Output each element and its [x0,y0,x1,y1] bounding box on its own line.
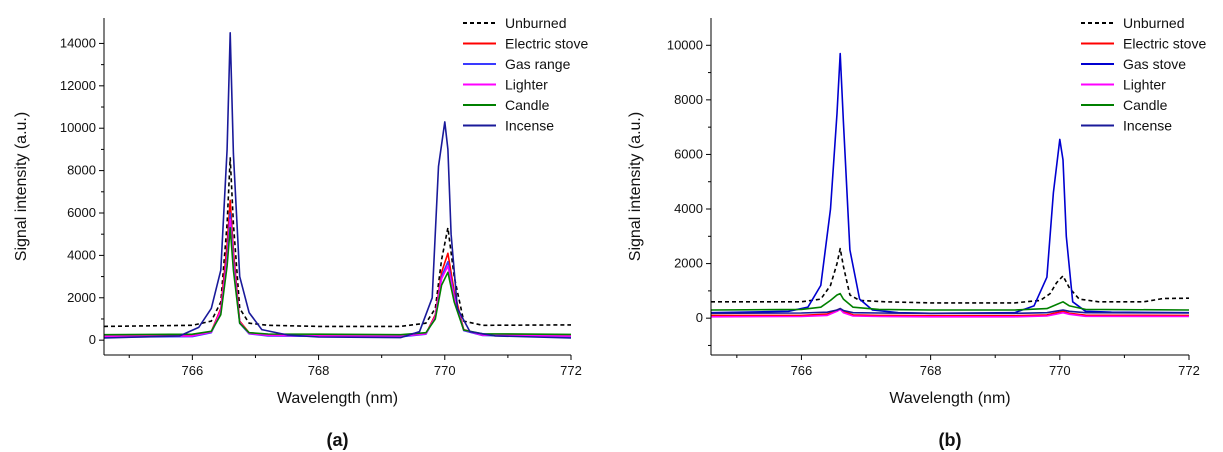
chart-a-x-tick-label: 766 [181,363,203,378]
chart-b-y-axis-title: Signal intensity (a.u.) [627,112,644,261]
chart-b-x-tick-label: 772 [1178,363,1200,378]
chart-a-y-tick-label: 6000 [67,205,96,220]
chart-b-panel-label: (b) [939,430,962,450]
chart-a-series-electric-stove [104,199,571,338]
chart-b-x-tick-label: 770 [1049,363,1071,378]
chart-a-y-tick-label: 0 [89,332,96,347]
chart-a-y-tick-label: 4000 [67,247,96,262]
chart-a-x-tick-label: 768 [308,363,330,378]
chart-b-x-axis-title: Wavelength (nm) [889,390,1010,407]
chart-b-legend-label-electric-stove: Electric stove [1123,36,1206,52]
chart-a-y-tick-label: 14000 [60,35,96,50]
chart-a-legend-label-gas-range: Gas range [505,56,571,72]
chart-b-y-tick-label: 4000 [674,201,703,216]
chart-a-y-axis-title: Signal intensity (a.u.) [13,112,30,261]
chart-b-y-tick-label: 10000 [667,37,703,52]
chart-a-svg: 0 2000 4000 6000 8000 10000 12000 14000 766 768 77… [13,15,588,450]
chart-a-series-group [104,31,571,339]
chart-b-x-tick-label: 766 [791,363,813,378]
chart-a-series-candle [104,227,571,336]
chart-b-y-tick-label: 8000 [674,92,703,107]
chart-a-series-unburned [104,157,571,328]
chart-b-series-electric-stove [711,307,1189,317]
chart-a-y-tick-label: 8000 [67,163,96,178]
chart-b-legend-label-gas-stove: Gas stove [1123,56,1186,72]
chart-a-x-axis-title: Wavelength (nm) [277,390,398,407]
chart-a-legend-label-electric-stove: Electric stove [505,36,588,52]
chart-b-y-tick-label: 0 [696,310,703,325]
chart-b-legend-label-unburned: Unburned [1123,15,1185,31]
chart-a-legend-label-lighter: Lighter [505,77,548,93]
chart-b-series-incense [711,307,1189,315]
chart-b-series-group [711,52,1189,318]
chart-a-legend-label-incense: Incense [505,118,554,134]
chart-b-legend-label-candle: Candle [1123,97,1168,113]
chart-a-legend: Unburned Electric stove Gas range Lighter Ca… [463,15,588,134]
chart-b-series-lighter [711,308,1189,318]
chart-a-series-gas-range [104,212,571,338]
chart-a-legend-label-unburned: Unburned [505,15,567,31]
chart-panel-b: 0 2000 4000 6000 8000 10000 766 768 770 772 Wavele… [612,0,1223,452]
chart-b-legend-label-incense: Incense [1123,118,1172,134]
chart-b-legend-label-lighter: Lighter [1123,77,1166,93]
chart-a-panel-label: (a) [327,430,349,450]
chart-a-series-lighter [104,218,571,338]
chart-a-y-tick-label: 2000 [67,290,96,305]
chart-a-x-tick-label: 772 [560,363,582,378]
chart-a-legend-label-candle: Candle [505,97,550,113]
chart-b-series-candle [711,292,1189,311]
chart-a-x-tick-label: 770 [434,363,456,378]
chart-a-y-tick-label: 10000 [60,120,96,135]
chart-b-y-tick-label: 2000 [674,256,703,271]
chart-b-legend: Unburned Electric stove Gas stove Lighter Ca… [1081,15,1206,134]
chart-panel-a: 0 2000 4000 6000 8000 10000 12000 14000 766 768 77… [13,15,588,450]
chart-b-y-tick-label: 6000 [674,146,703,161]
chart-a-y-tick-label: 12000 [60,78,96,93]
chart-b-x-tick-label: 768 [920,363,942,378]
chart-b-series-unburned [711,247,1189,304]
chart-b-svg: 0 2000 4000 6000 8000 10000 766 768 770 772 Wavele… [627,15,1206,450]
chart-b-series-gas-stove [711,52,1189,315]
chart-a-series-incense [104,31,571,339]
